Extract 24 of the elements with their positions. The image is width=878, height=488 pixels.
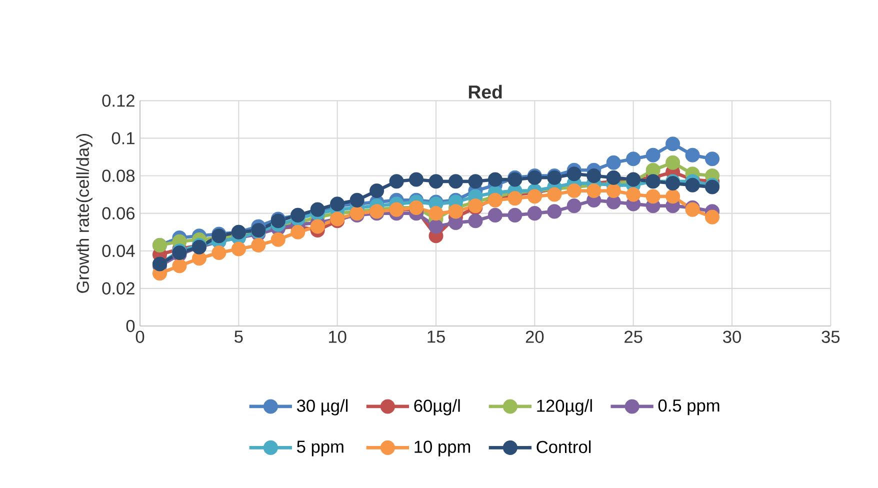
- y-tick-label: 0.06: [102, 207, 135, 220]
- legend-label: 60µg/l: [414, 399, 460, 416]
- y-tick-label: 0.04: [102, 244, 135, 258]
- y-tick-label: 0: [126, 320, 135, 332]
- y-tick-label: 0.02: [102, 282, 134, 295]
- x-tick-label: 15: [428, 330, 445, 343]
- x-tick-label: 35: [822, 330, 840, 343]
- legend-label: 5 ppm: [297, 440, 344, 456]
- legend-label: 0.5 ppm: [658, 399, 720, 416]
- y-axis-title: Growth rate(cell/day): [76, 134, 92, 293]
- y-tick-label: 0.1: [112, 132, 134, 144]
- y-tick-label: 0.12: [102, 94, 134, 107]
- legend-label: 30 µg/l: [296, 399, 348, 416]
- chart-title: Red: [468, 84, 502, 99]
- legend-label: Control: [536, 440, 591, 454]
- x-tick-label: 0: [136, 330, 144, 343]
- legend-label: 120µg/l: [537, 399, 592, 416]
- x-tick-label: 25: [624, 330, 642, 343]
- x-tick-label: 30: [723, 330, 741, 343]
- x-tick-label: 5: [234, 330, 243, 343]
- x-tick-label: 10: [329, 330, 346, 343]
- legend-label: 10 ppm: [414, 440, 470, 456]
- y-tick-label: 0.08: [102, 170, 135, 182]
- x-tick-label: 20: [526, 330, 544, 343]
